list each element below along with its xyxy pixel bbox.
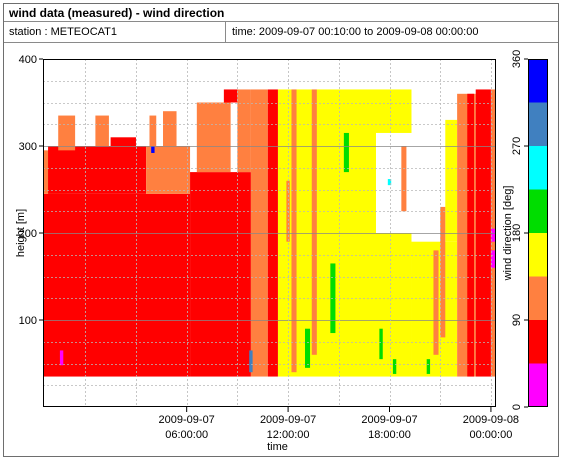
colorbar-tick-label: 180 bbox=[511, 224, 523, 242]
plot-border bbox=[43, 59, 496, 407]
heatmap-cell bbox=[58, 115, 76, 151]
chart-title: wind data (measured) - wind direction bbox=[9, 6, 225, 20]
colorbar-tick-label: 360 bbox=[511, 50, 523, 68]
x-tick-label-date: 2009-09-07 bbox=[260, 414, 316, 426]
heatmap-cell bbox=[445, 119, 458, 242]
colorbar-swatch bbox=[528, 276, 548, 320]
colorbar-tick-label: 90 bbox=[511, 314, 523, 326]
heatmap-cell bbox=[249, 350, 253, 373]
heatmap-cell bbox=[490, 250, 496, 268]
heatmap-cell bbox=[433, 250, 439, 355]
time-range-label: time: 2009-09-07 00:10:00 to 2009-09-08 … bbox=[232, 26, 479, 38]
heatmap-cell bbox=[48, 146, 147, 194]
x-axis: 2009-09-07 06:00:00 2009-09-07 12:00:00 2009… bbox=[159, 407, 519, 441]
heatmap-cell bbox=[440, 206, 446, 338]
heatmap-cell bbox=[43, 193, 191, 377]
x-tick-label-time: 00:00:00 bbox=[470, 429, 513, 441]
heatmap-cell bbox=[190, 172, 251, 377]
y-axis: 100 200 300 400 bbox=[19, 54, 43, 327]
x-tick-label-date: 2009-09-07 bbox=[159, 414, 215, 426]
chart-title-bar: wind data (measured) - wind direction bbox=[4, 4, 558, 22]
heatmap-cell bbox=[291, 89, 297, 373]
heatmap-cell bbox=[490, 228, 496, 242]
colorbar-swatch bbox=[528, 233, 548, 277]
grid-lines bbox=[43, 59, 496, 407]
colorbar-swatch bbox=[528, 146, 548, 190]
heatmap-cell bbox=[95, 115, 109, 146]
heatmap-cell bbox=[163, 111, 177, 146]
colorbar-swatch bbox=[528, 102, 548, 146]
y-axis-label: height [m] bbox=[15, 209, 27, 257]
heatmap-cell bbox=[146, 146, 191, 194]
colorbar-swatch bbox=[528, 320, 548, 364]
colorbar-label: wind direction [deg] bbox=[502, 186, 514, 282]
heatmap-cell bbox=[375, 132, 415, 233]
x-axis-label: time bbox=[267, 441, 288, 453]
x-tick-label-time: 06:00:00 bbox=[165, 429, 208, 441]
y-tick-label: 400 bbox=[19, 54, 37, 66]
chart-info-bar: station : METEOCAT1 time: 2009-09-07 00:… bbox=[4, 22, 558, 43]
heatmap-cell bbox=[426, 359, 431, 374]
heatmap-cell bbox=[379, 328, 383, 360]
y-tick-label: 300 bbox=[19, 141, 37, 153]
heatmap-cell bbox=[151, 146, 155, 153]
heatmap-cell bbox=[250, 89, 268, 377]
heatmap-cell bbox=[59, 350, 64, 366]
heatmap-cell bbox=[149, 115, 157, 146]
heatmap-cell bbox=[267, 89, 278, 377]
info-divider bbox=[225, 22, 226, 42]
x-tick-label-time: 12:00:00 bbox=[267, 429, 310, 441]
heatmap-cell bbox=[311, 89, 317, 355]
heatmap-cell bbox=[223, 89, 238, 103]
heatmap-cell bbox=[467, 93, 475, 377]
x-tick-label-date: 2009-09-08 bbox=[463, 414, 519, 426]
heatmap-cell bbox=[475, 89, 491, 377]
x-tick-label-date: 2009-09-07 bbox=[361, 414, 417, 426]
heatmap-cell bbox=[304, 328, 311, 368]
heatmap-cell bbox=[196, 102, 231, 173]
y-tick-label: 200 bbox=[19, 228, 37, 240]
colorbar-swatch bbox=[528, 189, 548, 233]
colorbar-tick-label: 0 bbox=[511, 404, 523, 410]
heatmap-cell bbox=[237, 89, 251, 173]
colorbar-swatch bbox=[528, 363, 548, 407]
station-label: station : METEOCAT1 bbox=[9, 26, 117, 38]
heatmap-cell bbox=[110, 137, 136, 146]
heatmap-cell bbox=[401, 146, 407, 212]
colorbar-border bbox=[528, 59, 548, 407]
colorbar: 0 90 180 270 360 bbox=[511, 50, 548, 410]
colorbar-tick-label: 270 bbox=[511, 137, 523, 155]
x-tick-label-time: 18:00:00 bbox=[368, 429, 411, 441]
heatmap-cell bbox=[343, 132, 349, 173]
heatmap-cell bbox=[392, 359, 397, 374]
y-tick-label: 100 bbox=[19, 315, 37, 327]
colorbar-swatch bbox=[528, 59, 548, 103]
heatmap-cell bbox=[387, 179, 392, 186]
